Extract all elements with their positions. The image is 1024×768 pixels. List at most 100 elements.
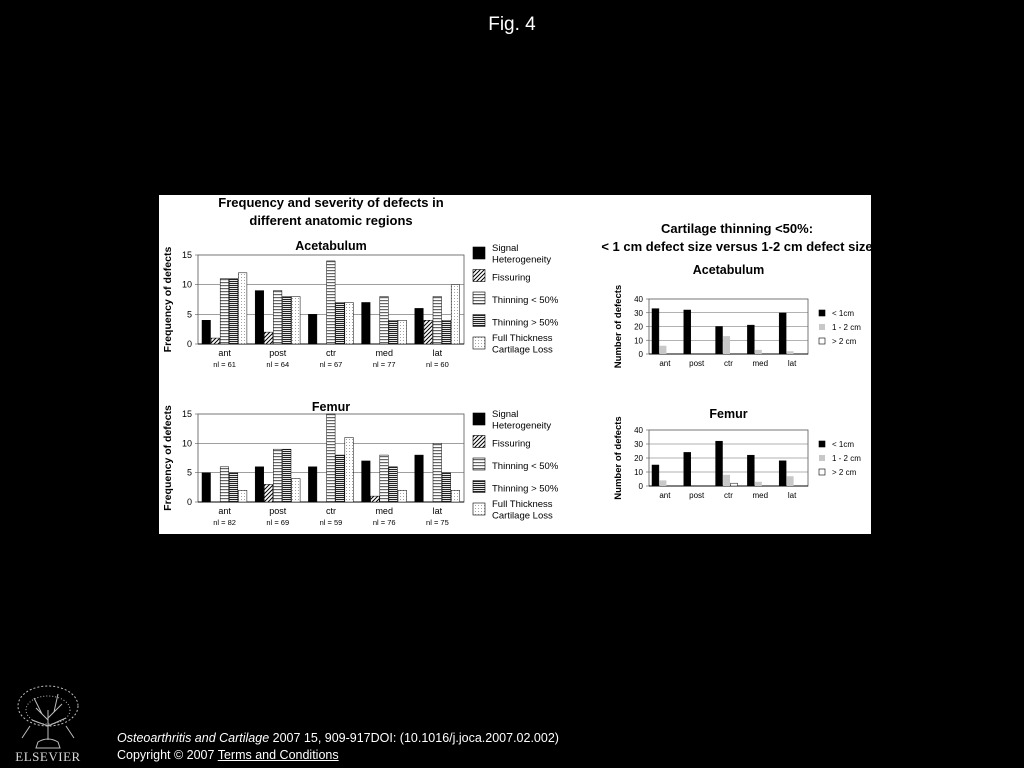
legend-label: Thinning > 50% xyxy=(492,484,559,495)
y-tick-label: 0 xyxy=(639,350,644,359)
legend-swatch xyxy=(818,309,826,317)
chart-title: Femur xyxy=(312,400,350,414)
bar--2-cm xyxy=(730,482,738,487)
bar-1-2-cm xyxy=(659,480,667,486)
bar-thinning-50- xyxy=(388,466,398,503)
y-tick-label: 10 xyxy=(634,336,643,345)
legend-label: 1 - 2 cm xyxy=(832,323,861,332)
bar--1cm xyxy=(651,308,660,355)
citation: Osteoarthritis and Cartilage 2007 15, 90… xyxy=(117,731,559,745)
y-tick-label: 10 xyxy=(182,280,192,290)
chart-title: Femur xyxy=(709,407,747,421)
bar-signal-heterogeneity xyxy=(308,314,318,345)
bar-thinning-50- xyxy=(282,448,292,503)
left-panel-title-line: different anatomic regions xyxy=(249,213,412,228)
y-tick-label: 30 xyxy=(634,440,643,449)
citation-details: 2007 15, 909-917DOI: (10.1016/j.joca.200… xyxy=(269,731,559,745)
category-note: nl = 59 xyxy=(320,518,343,527)
figure-canvas: Frequency and severity of defects in diff… xyxy=(162,195,871,527)
bar-thinning-50- xyxy=(379,296,389,345)
category-note: nl = 75 xyxy=(426,518,449,527)
y-axis-label: Number of defects xyxy=(613,416,624,499)
figure-panel: Frequency and severity of defects in diff… xyxy=(159,195,871,534)
bar-signal-heterogeneity xyxy=(254,290,264,345)
x-tick-label: lat xyxy=(433,506,443,516)
y-tick-label: 30 xyxy=(634,309,643,318)
legend-swatch xyxy=(819,324,825,330)
bar-thinning-50- xyxy=(229,278,239,345)
bar-1-2-cm xyxy=(786,351,794,354)
x-tick-label: lat xyxy=(788,491,797,500)
legend-swatch xyxy=(472,314,486,327)
legend-swatch xyxy=(472,480,486,493)
bar-thinning-50- xyxy=(282,296,292,345)
bar-full-thickness-cartilage-loss xyxy=(397,490,407,503)
y-tick-label: 10 xyxy=(182,438,192,448)
bar-full-thickness-cartilage-loss xyxy=(450,490,460,503)
bar-full-thickness-cartilage-loss xyxy=(238,490,248,503)
bar--1cm xyxy=(715,326,723,355)
bar-signal-heterogeneity xyxy=(414,454,424,503)
x-tick-label: ant xyxy=(218,506,231,516)
legend-label: Fissuring xyxy=(492,273,531,284)
legend-label: > 2 cm xyxy=(832,468,857,477)
legend-label: < 1cm xyxy=(832,309,854,318)
x-tick-label: post xyxy=(269,506,287,516)
legend-swatch xyxy=(472,502,486,516)
bar--1cm xyxy=(683,452,691,487)
bar-thinning-50- xyxy=(273,290,283,345)
bar-thinning-50- xyxy=(432,443,442,503)
y-tick-label: 15 xyxy=(182,250,192,260)
bar-full-thickness-cartilage-loss xyxy=(238,272,248,345)
category-note: nl = 77 xyxy=(373,360,396,369)
bar--1cm xyxy=(683,309,691,355)
legend-swatch xyxy=(818,468,826,476)
bar-thinning-50- xyxy=(326,260,336,345)
chart-3: Femur Number of defects 0 10 20 30 40 ant post ct… xyxy=(613,407,861,500)
bar-fissuring xyxy=(423,320,433,345)
legend: < 1cm 1 - 2 cm > 2 cm xyxy=(818,309,861,346)
bar-signal-heterogeneity xyxy=(201,320,211,345)
journal-name: Osteoarthritis and Cartilage xyxy=(117,731,270,745)
y-axis-label: Frequency of defects xyxy=(162,247,174,353)
bar-signal-heterogeneity xyxy=(201,472,211,503)
legend-label: Full Thickness xyxy=(492,499,553,510)
bar-thinning-50- xyxy=(388,320,398,345)
bar-1-2-cm xyxy=(659,345,667,354)
category-note: nl = 61 xyxy=(213,360,236,369)
y-tick-label: 20 xyxy=(634,323,643,332)
legend-label: Signal xyxy=(492,409,518,420)
legend-label: Cartilage Loss xyxy=(492,345,553,356)
legend-label: 1 - 2 cm xyxy=(832,454,861,463)
terms-link[interactable]: Terms and Conditions xyxy=(217,748,339,762)
bar-1-2-cm xyxy=(754,349,762,354)
legend-label: Full Thickness xyxy=(492,333,553,344)
legend-swatch xyxy=(472,269,486,282)
category-note: nl = 64 xyxy=(266,360,289,369)
legend-swatch xyxy=(819,455,825,461)
bar-thinning-50- xyxy=(441,472,451,503)
chart-2: Acetabulum Number of defects 0 10 20 30 40 ant p… xyxy=(613,263,861,368)
bar--1cm xyxy=(651,464,660,487)
copyright: Copyright © 2007 Terms and Conditions xyxy=(117,748,339,762)
bar-thinning-50- xyxy=(326,413,336,503)
bar-thinning-50- xyxy=(219,466,229,503)
x-tick-label: post xyxy=(689,359,705,368)
y-tick-label: 0 xyxy=(187,497,192,507)
legend-label: Thinning < 50% xyxy=(492,295,559,306)
bar-1-2-cm xyxy=(754,481,762,486)
right-panel-title-line: Cartilage thinning <50%: xyxy=(661,221,813,236)
bar-fissuring xyxy=(264,484,274,503)
bar-full-thickness-cartilage-loss xyxy=(291,478,301,503)
y-tick-label: 5 xyxy=(187,468,192,478)
copyright-text: Copyright © 2007 xyxy=(117,748,218,762)
legend-swatch xyxy=(472,412,486,426)
bar-1-2-cm xyxy=(786,476,794,486)
x-tick-label: med xyxy=(753,491,769,500)
right-panel-title-line: < 1 cm defect size versus 1-2 cm defect … xyxy=(601,239,871,254)
legend-label: Signal xyxy=(492,243,518,254)
y-tick-label: 40 xyxy=(634,426,643,435)
x-tick-label: lat xyxy=(788,359,797,368)
legend-label: > 2 cm xyxy=(832,337,857,346)
